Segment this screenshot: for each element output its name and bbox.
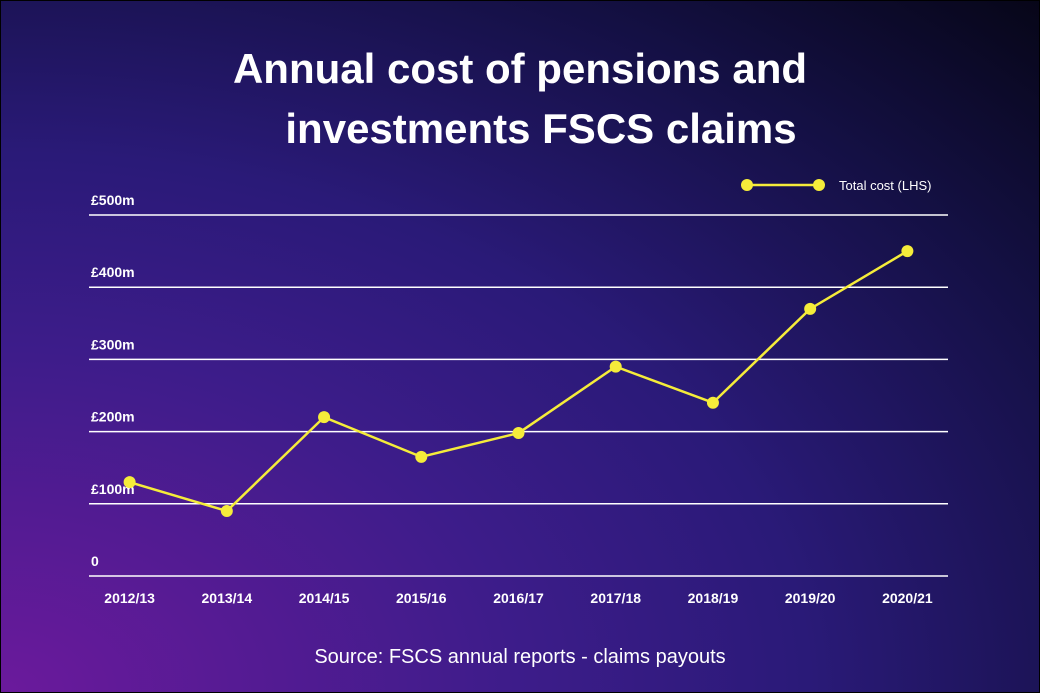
y-tick-label: £300m — [91, 336, 135, 352]
data-point — [512, 427, 525, 440]
data-point — [220, 505, 233, 518]
data-point — [901, 245, 914, 258]
legend-label: Total cost (LHS) — [839, 178, 931, 193]
y-tick-label: £200m — [91, 409, 135, 425]
legend-marker — [813, 179, 825, 191]
x-tick-label: 2016/17 — [493, 590, 544, 606]
x-tick-label: 2018/19 — [688, 590, 739, 606]
data-point — [415, 450, 428, 463]
x-tick-label: 2015/16 — [396, 590, 447, 606]
source-note: Source: FSCS annual reports - claims pay… — [314, 646, 725, 668]
data-point — [318, 411, 331, 424]
y-tick-label: 0 — [91, 553, 99, 569]
x-tick-label: 2020/21 — [882, 590, 933, 606]
data-point — [706, 396, 719, 409]
data-point — [123, 476, 136, 489]
x-tick-label: 2012/13 — [104, 590, 155, 606]
x-tick-label: 2014/15 — [299, 590, 350, 606]
data-point — [609, 360, 622, 373]
data-point — [804, 302, 817, 315]
x-tick-label: 2013/14 — [202, 590, 253, 606]
data-line — [129, 250, 909, 513]
x-tick-label: 2019/20 — [785, 590, 836, 606]
chart-title: investments FSCS claims — [285, 105, 796, 152]
y-tick-label: £400m — [91, 264, 135, 280]
x-tick-label: 2017/18 — [590, 590, 641, 606]
legend-marker — [741, 179, 753, 191]
chart-title: Annual cost of pensions and — [233, 45, 807, 92]
y-tick-label: £500m — [91, 192, 135, 208]
y-tick-label: £100m — [91, 481, 135, 497]
